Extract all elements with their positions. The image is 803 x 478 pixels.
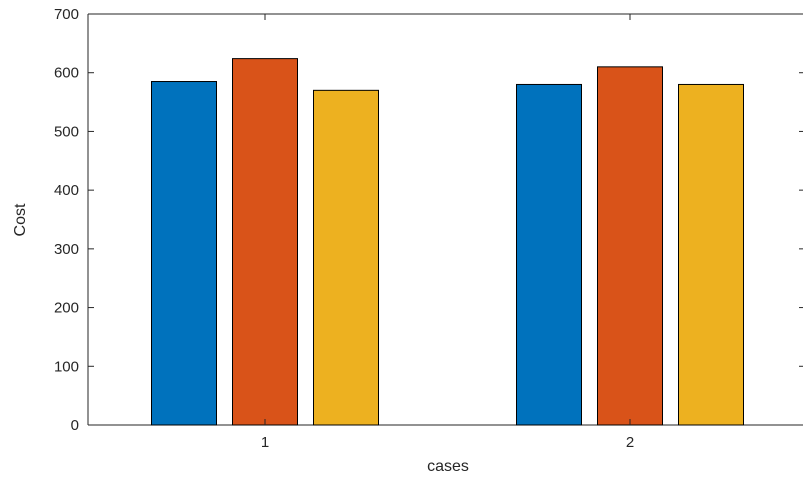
bar-2-2 [597,66,663,426]
y-tick-label: 400 [54,182,79,199]
bar-2-3 [678,83,744,426]
x-axis-label: cases [427,458,469,475]
y-tick-label: 100 [54,358,79,375]
y-tick-label: 500 [54,123,79,140]
y-tick-label: 600 [54,65,79,82]
bar-1-1 [151,81,217,426]
bar-2-1 [516,83,582,426]
y-axis-label: Cost [12,203,29,236]
x-tick-label: 2 [626,434,634,451]
bar-1-3 [313,89,379,426]
y-tick-label: 0 [71,417,79,434]
bar-1-2 [232,58,298,426]
y-tick-label: 200 [54,300,79,317]
y-tick-label: 300 [54,241,79,258]
y-tick-label: 700 [54,6,79,23]
x-tick-label: 1 [261,434,269,451]
plot-area: 1 2 0 100 200 300 400 500 600 700 [54,6,803,451]
